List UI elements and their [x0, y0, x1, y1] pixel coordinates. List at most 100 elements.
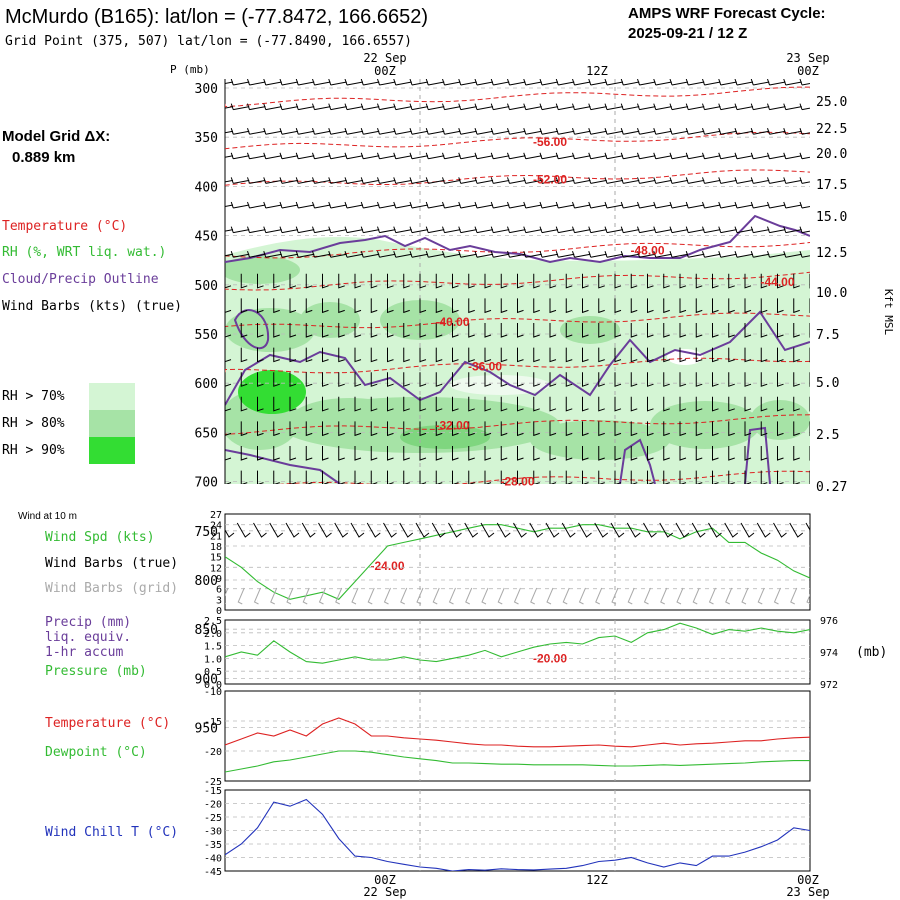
height-tick-label: 2.5 [816, 428, 839, 443]
wind-barb [435, 446, 443, 461]
wind-barb [305, 470, 313, 484]
wind-barb [728, 298, 735, 314]
wind-barb [588, 177, 607, 184]
wind-barb [500, 421, 508, 437]
wind-barb [679, 470, 687, 484]
wind-barb [744, 347, 752, 363]
wind-barb-grid [806, 593, 810, 605]
temperature-tick-label: -25 [204, 777, 222, 788]
wind-barb [370, 273, 378, 289]
wind-barb [305, 323, 313, 338]
wind-barb [474, 79, 494, 86]
wind-barb [370, 421, 378, 437]
wind-barb-grid [562, 587, 570, 605]
wind-barb [614, 421, 622, 437]
wind-barb [637, 177, 656, 184]
wind-barb [507, 152, 526, 160]
wind-barb [370, 396, 378, 412]
wind-barb [468, 323, 475, 338]
wind-barb [695, 446, 703, 461]
wind-barb [370, 446, 378, 461]
wind-barb [230, 251, 250, 258]
wind-barb-grid [318, 587, 326, 605]
wind-barb [582, 421, 589, 437]
wind-barb [225, 298, 232, 313]
wind-speed-tick-label: 6 [216, 585, 222, 596]
wind-barb [305, 396, 313, 412]
wind-barb [663, 323, 670, 338]
wind-barb [425, 251, 445, 258]
wind-barb [377, 201, 396, 209]
wind-barb [604, 152, 624, 160]
wind-barb [799, 226, 810, 234]
time-tick-bottom-12z: 12Z [586, 873, 608, 887]
wind-barb [695, 396, 703, 412]
wind-barb [425, 128, 445, 135]
wind-barb [507, 128, 526, 135]
wind-barb [279, 177, 299, 184]
pressure-line [225, 622, 810, 664]
wind-barb [338, 421, 345, 437]
wind-barb [712, 298, 719, 314]
wind-barb [500, 273, 508, 289]
wind-barb [728, 273, 735, 289]
temperature-contours [225, 86, 810, 484]
wind-barb [425, 226, 445, 234]
wind-barb [663, 273, 670, 289]
wind-barb-grid [225, 587, 229, 605]
wind-barb [442, 201, 461, 209]
wind-barb [809, 446, 810, 461]
time-tick-top-12z: 12Z [586, 64, 608, 78]
wind-barb [322, 446, 329, 461]
wind-barb-true [464, 522, 479, 538]
wind-barb [263, 177, 282, 184]
wind-barb [312, 226, 331, 234]
wind-barb [679, 323, 687, 338]
wind-barb-grid [253, 587, 261, 605]
wind-barb-grid [237, 587, 245, 605]
wind-barb [289, 372, 297, 387]
wind-barb [442, 177, 461, 184]
wind-barb [555, 79, 575, 86]
wind-barb [468, 347, 475, 363]
pressure-label: Pressure (mb) [45, 664, 147, 679]
wind-barb [484, 273, 492, 289]
wind-barb [582, 298, 589, 314]
wind-barb [354, 396, 362, 412]
wind-barb [517, 323, 524, 338]
wind-barb [614, 396, 622, 412]
temperature-contour-label: -36.00 [468, 359, 502, 373]
wind-barb [777, 446, 784, 461]
wind-barb [783, 128, 802, 135]
wind-barb [718, 128, 737, 135]
precip-tick-label: 2.0 [204, 629, 222, 640]
wind-barb [425, 103, 445, 111]
precip-tick-label: 0.0 [204, 680, 222, 691]
wind-barb [500, 347, 508, 363]
wind-barb [669, 103, 689, 111]
wind-barb-grid [773, 587, 781, 605]
wind-barb [312, 201, 331, 209]
wind-barb [604, 201, 624, 209]
temperature-label: Temperature (°C) [45, 716, 170, 731]
wind-barb [549, 396, 557, 412]
wind-barb [393, 251, 412, 258]
rh-70-label: RH > 70% [2, 389, 65, 404]
wind-barb [734, 177, 754, 184]
wind-barb [767, 251, 786, 258]
wind-barb [582, 347, 589, 363]
precip-label: Precip (mm) [45, 615, 131, 630]
wind-barb [572, 79, 591, 86]
wind-barb [630, 347, 638, 363]
wind-barb [702, 152, 721, 160]
wind-barb [614, 347, 622, 363]
wind-barb [760, 273, 768, 289]
wind-barb [484, 323, 492, 338]
wind-barb [663, 470, 670, 484]
precip-panel-frame [224, 619, 811, 685]
wind-barb [523, 251, 542, 258]
wind-barb-grid [465, 587, 473, 605]
rh80-region [650, 401, 760, 449]
wind-barb [468, 470, 475, 484]
wind-barb-true [675, 522, 690, 538]
